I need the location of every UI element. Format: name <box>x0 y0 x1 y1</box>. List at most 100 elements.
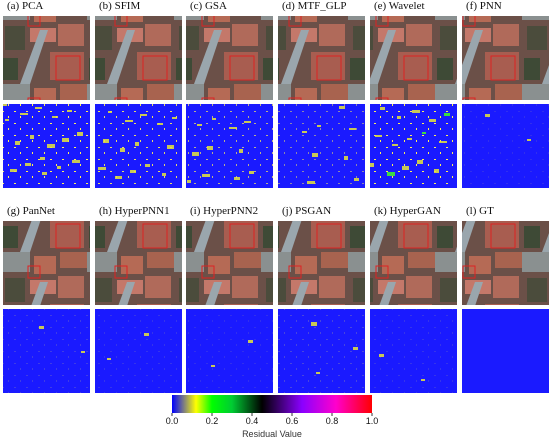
fused-image <box>95 221 182 305</box>
colorbar-tick-label: 0.2 <box>206 416 219 426</box>
residual-hotspot <box>144 333 149 336</box>
residual-hotspot <box>15 141 20 145</box>
panel-label: (i) HyperPNN2 <box>190 205 258 217</box>
residual-hotspot <box>402 166 409 170</box>
residual-hotspot <box>417 160 423 164</box>
residual-hotspot <box>120 148 125 152</box>
panel-label: (f) PNN <box>466 0 502 12</box>
residual-hotspot <box>229 127 237 129</box>
residual-hotspot <box>62 138 69 142</box>
residual-hotspot <box>40 157 45 160</box>
residual-hotspot <box>67 110 72 112</box>
residual-hotspot <box>42 172 47 175</box>
residual-noise <box>186 309 273 393</box>
panel-label: (l) GT <box>466 205 494 217</box>
residual-hotspot <box>197 124 202 126</box>
residual-hotspot <box>20 113 28 115</box>
residual-hotspot <box>439 141 447 143</box>
fused-image <box>95 16 182 100</box>
residual-map <box>462 309 549 393</box>
residual-hotspot <box>392 144 398 146</box>
residual-noise <box>278 309 365 393</box>
residual-hotspot <box>527 139 531 141</box>
residual-hotspot <box>244 121 251 123</box>
residual-hotspot <box>187 180 191 183</box>
residual-noise <box>95 309 182 393</box>
residual-hotspot <box>192 152 199 156</box>
residual-hotspot <box>125 120 133 122</box>
residual-hotspot <box>353 347 358 350</box>
colorbar <box>172 395 372 413</box>
colorbar-tick-label: 0.6 <box>286 416 299 426</box>
residual-hotspot <box>485 114 490 117</box>
residual-hotspot <box>57 166 61 169</box>
residual-hotspot <box>239 149 243 153</box>
residual-noise <box>370 104 457 188</box>
residual-hotspot <box>72 160 80 163</box>
residual-hotspot <box>115 176 122 179</box>
fused-image <box>278 221 365 305</box>
residual-hotspot <box>375 135 382 137</box>
residual-hotspot <box>98 167 106 170</box>
colorbar-title: Residual Value <box>242 429 302 439</box>
residual-noise <box>370 309 457 393</box>
panel-label: (a) PCA <box>7 0 43 12</box>
residual-hotspot <box>370 163 374 167</box>
residual-hotspot <box>380 107 385 110</box>
residual-hotspot <box>77 132 83 136</box>
panel-label: (g) PanNet <box>7 205 55 217</box>
residual-hotspot <box>202 174 210 177</box>
fused-image <box>370 16 457 100</box>
fused-image <box>186 221 273 305</box>
residual-hotspot <box>108 111 112 113</box>
panel-label: (j) PSGAN <box>282 205 331 217</box>
residual-hotspot <box>135 142 139 146</box>
residual-noise <box>462 104 549 188</box>
residual-hotspot <box>354 178 359 181</box>
residual-hotspot <box>10 169 17 172</box>
residual-noise <box>3 104 90 188</box>
residual-hotspot <box>167 145 174 149</box>
residual-hotspot <box>311 322 317 326</box>
residual-hotspot <box>248 340 253 343</box>
residual-hotspot <box>379 354 384 357</box>
panel-label: (h) HyperPNN1 <box>99 205 170 217</box>
colorbar-tick-label: 1.0 <box>366 416 379 426</box>
residual-hotspot <box>35 107 42 109</box>
residual-hotspot <box>172 117 177 119</box>
residual-hotspot <box>145 164 150 167</box>
residual-hotspot <box>349 128 356 130</box>
residual-hotspot <box>30 135 34 139</box>
colorbar-tick-label: 0.8 <box>326 416 339 426</box>
fused-image <box>3 221 90 305</box>
residual-hotspot <box>81 351 85 353</box>
residual-hotspot <box>444 113 450 116</box>
residual-hotspot <box>130 170 136 173</box>
residual-noise <box>278 104 365 188</box>
residual-hotspot <box>434 169 439 173</box>
residual-hotspot <box>107 358 111 360</box>
residual-hotspot <box>234 177 240 180</box>
fused-image <box>3 16 90 100</box>
residual-hotspot <box>157 123 163 125</box>
residual-hotspot <box>421 379 425 381</box>
residual-hotspot <box>312 153 318 157</box>
residual-hotspot <box>339 106 345 109</box>
residual-noise <box>186 104 273 188</box>
fused-image <box>278 16 365 100</box>
residual-hotspot <box>211 365 215 367</box>
residual-hotspot <box>422 132 426 134</box>
residual-hotspot <box>407 138 412 140</box>
fused-image <box>370 221 457 305</box>
residual-hotspot <box>302 131 307 133</box>
residual-hotspot <box>387 172 395 176</box>
residual-hotspot <box>429 119 436 122</box>
residual-hotspot <box>5 119 9 121</box>
residual-hotspot <box>103 139 109 143</box>
colorbar-tick-label: 0.0 <box>166 416 179 426</box>
residual-hotspot <box>397 116 401 119</box>
fused-image <box>186 16 273 100</box>
residual-hotspot <box>207 146 213 150</box>
fused-image <box>462 16 549 100</box>
panel-label: (k) HyperGAN <box>374 205 441 217</box>
